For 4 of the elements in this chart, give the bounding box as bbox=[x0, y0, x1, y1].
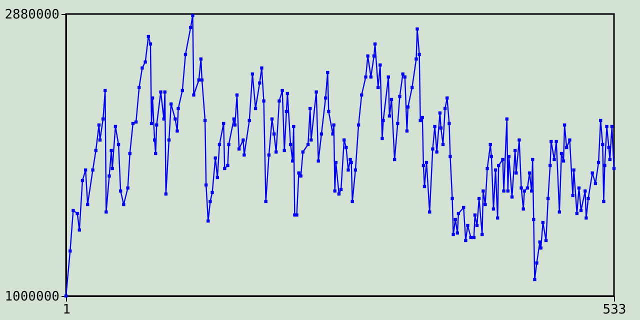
y-tick-label: 1000000 bbox=[4, 290, 60, 304]
y-tick-label: 2880000 bbox=[4, 8, 60, 22]
x-tick-label: 1 bbox=[62, 302, 70, 318]
x-tick-label: 533 bbox=[602, 302, 626, 318]
